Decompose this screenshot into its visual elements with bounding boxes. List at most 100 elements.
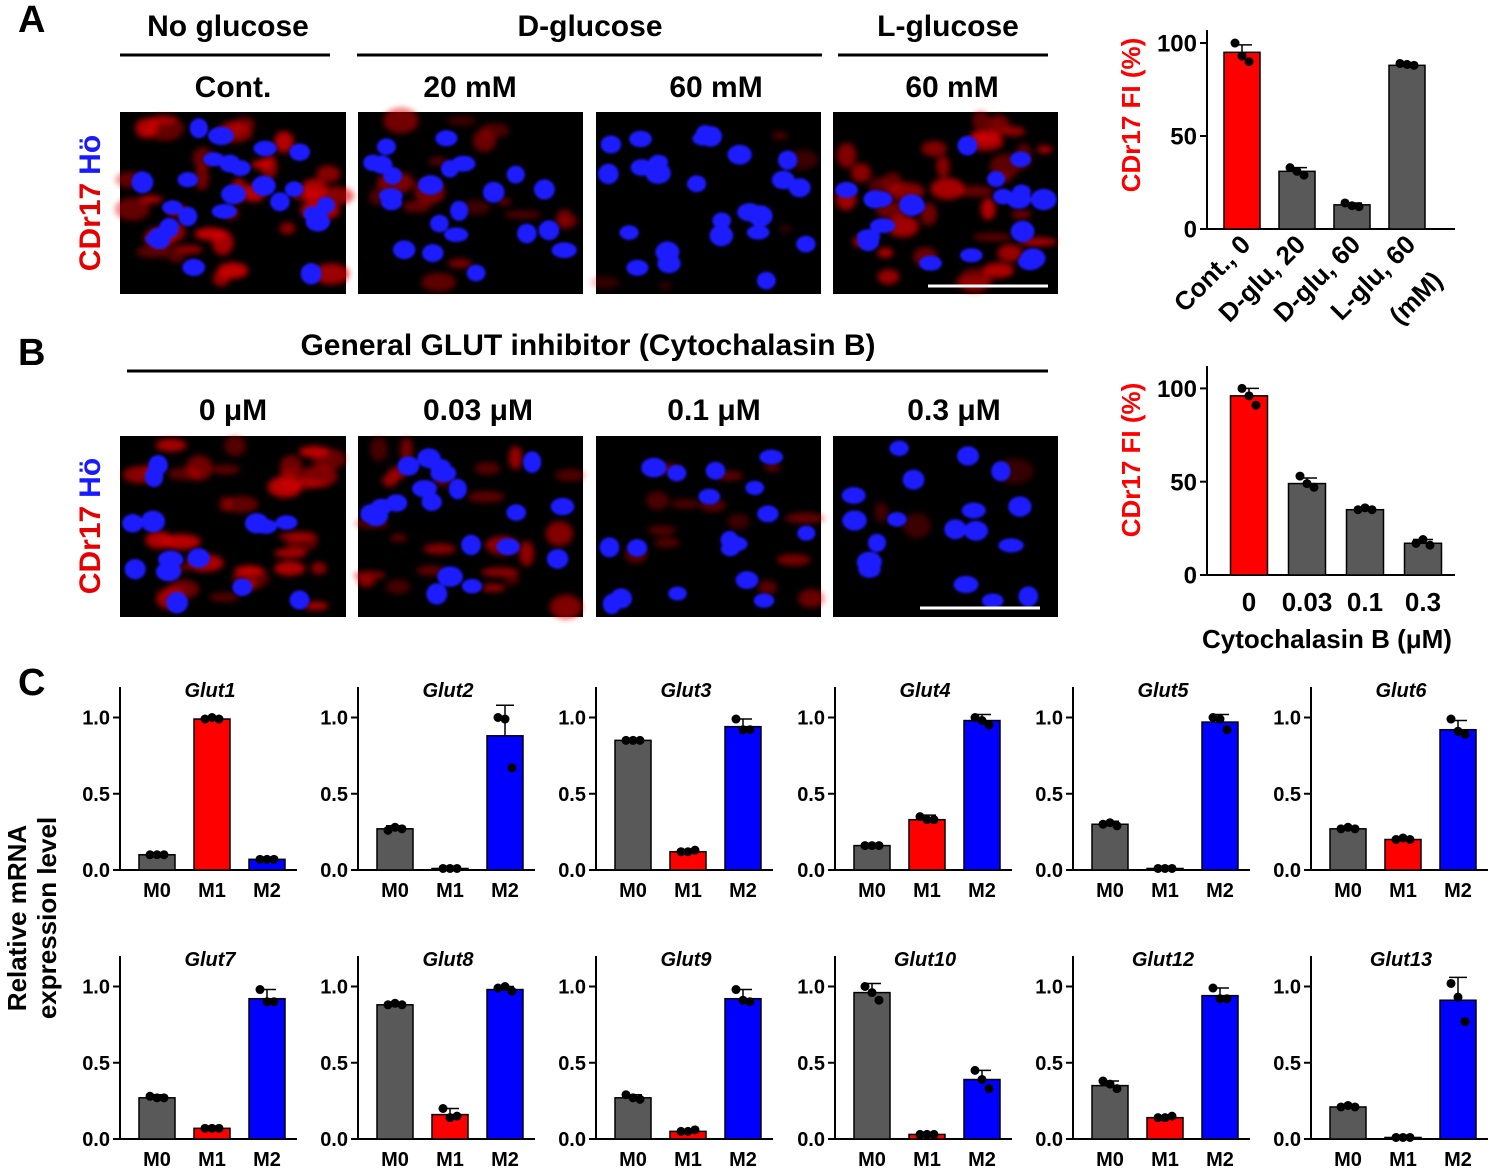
y-tick-label: 1.0 — [558, 708, 586, 730]
y-tick-label: 0.5 — [1035, 1053, 1063, 1075]
marker-signal — [416, 565, 445, 576]
nucleus — [131, 171, 154, 194]
marker-signal-group — [625, 462, 825, 608]
marker-signal — [930, 177, 965, 200]
marker-signal — [186, 455, 213, 481]
nucleus — [546, 549, 569, 569]
y-tick-label: 0.0 — [558, 860, 586, 882]
data-point — [1391, 835, 1401, 844]
y-tick-label: 0.0 — [320, 1129, 348, 1151]
nucleus — [523, 451, 542, 473]
gene-xtick-m0: M0 — [1096, 1149, 1124, 1168]
nucleus — [619, 225, 639, 240]
marker-signal — [479, 123, 510, 138]
data-point — [493, 983, 503, 993]
marker-signal — [902, 513, 931, 539]
chart-c-expression: 0.0 0.5 1.0 Glut1 M0 M1 M2 0.0 0.5 1.0 Glut2 M0 M1 M2… — [82, 680, 1488, 1168]
nucleus — [232, 578, 253, 597]
nucleus — [147, 227, 171, 250]
marker-signal-group — [122, 435, 346, 611]
nucleus — [757, 505, 779, 523]
bar-3 — [1201, 994, 1239, 1140]
gene-chart-glut6: 0.0 0.5 1.0 Glut6 M0 M1 M2 — [1273, 680, 1488, 902]
data-point — [507, 986, 517, 996]
marker-signal — [549, 594, 583, 620]
nucleus — [435, 130, 458, 147]
y-tick-label: 0 — [1184, 563, 1197, 590]
data-point — [445, 863, 455, 873]
gene-title: Glut13 — [1370, 949, 1432, 971]
nucleus — [270, 192, 290, 212]
data-point — [1098, 819, 1108, 829]
y-tick-label: 0 — [1184, 217, 1197, 244]
marker-signal — [956, 185, 994, 197]
nucleus — [756, 271, 776, 290]
data-point — [493, 713, 503, 722]
gene-xtick-m1: M1 — [913, 1149, 941, 1168]
gene-xtick-m0: M0 — [1334, 1149, 1362, 1168]
y-tick-label: 100 — [1157, 31, 1197, 58]
data-point — [390, 998, 400, 1008]
data-point — [452, 1111, 462, 1121]
condition-label-a4: 60 mM — [905, 71, 998, 104]
nucleus — [668, 586, 687, 601]
bar-2 — [1287, 482, 1327, 576]
condition-label-a1: Cont. — [195, 71, 272, 104]
data-point — [1244, 57, 1254, 67]
bar-4 — [1388, 64, 1426, 230]
y-tick-label: 0.5 — [797, 1053, 825, 1075]
y-tick-label: 0.0 — [1035, 860, 1063, 882]
nucleus — [698, 488, 721, 505]
gene-xtick-m1: M1 — [436, 1149, 464, 1168]
marker-signal — [390, 533, 408, 543]
y-tick-label: 1.0 — [797, 977, 825, 999]
nucleus — [444, 227, 469, 242]
marker-signal — [312, 448, 346, 470]
nucleus — [461, 534, 482, 556]
nucleus — [182, 258, 206, 276]
nuclei-group — [360, 448, 575, 605]
data-point — [145, 850, 155, 860]
gene-title: Glut4 — [899, 680, 950, 702]
nucleus — [627, 539, 648, 557]
marker-signal — [874, 501, 889, 523]
bar-1 — [1091, 1084, 1129, 1140]
nucleus — [383, 167, 403, 185]
data-point — [1453, 992, 1463, 1002]
data-point — [262, 997, 272, 1007]
bar-3 — [486, 988, 524, 1140]
data-point — [621, 1090, 631, 1100]
marker-signal — [798, 589, 825, 608]
data-point — [1391, 1132, 1401, 1142]
marker-signal — [936, 155, 950, 178]
chart-a-ylabel: CDr17 FI (%) — [1116, 38, 1146, 193]
marker-signal — [771, 131, 788, 140]
data-point — [683, 1126, 693, 1136]
marker-signal — [997, 244, 1023, 262]
nuclei-group — [598, 125, 816, 290]
data-point — [1215, 714, 1225, 724]
gene-chart-glut7: 0.0 0.5 1.0 Glut7 M0 M1 M2 — [82, 949, 297, 1168]
data-point — [867, 988, 877, 998]
condition-label-a3: 60 mM — [669, 71, 762, 104]
marker-signal — [421, 272, 456, 292]
nucleus — [244, 513, 269, 534]
marker-signal — [302, 479, 329, 488]
data-point — [1167, 1111, 1177, 1121]
marker-signal — [217, 262, 249, 279]
bar-3 — [724, 997, 762, 1140]
nuclei-group — [599, 449, 816, 615]
bar-4 — [1403, 542, 1443, 576]
micrograph-8 — [833, 436, 1058, 617]
data-point — [500, 714, 510, 724]
bar-2 — [193, 718, 231, 871]
gene-xtick-m0: M0 — [381, 880, 409, 902]
nucleus — [919, 255, 942, 271]
gene-chart-glut8: 0.0 0.5 1.0 Glut8 M0 M1 M2 — [320, 949, 535, 1168]
data-point — [145, 1091, 155, 1101]
y-tick-label: 50 — [1170, 124, 1197, 151]
data-point — [874, 995, 884, 1005]
marker-signal — [670, 499, 700, 509]
marker-signal — [987, 114, 1010, 134]
gene-xtick-m1: M1 — [1151, 880, 1179, 902]
